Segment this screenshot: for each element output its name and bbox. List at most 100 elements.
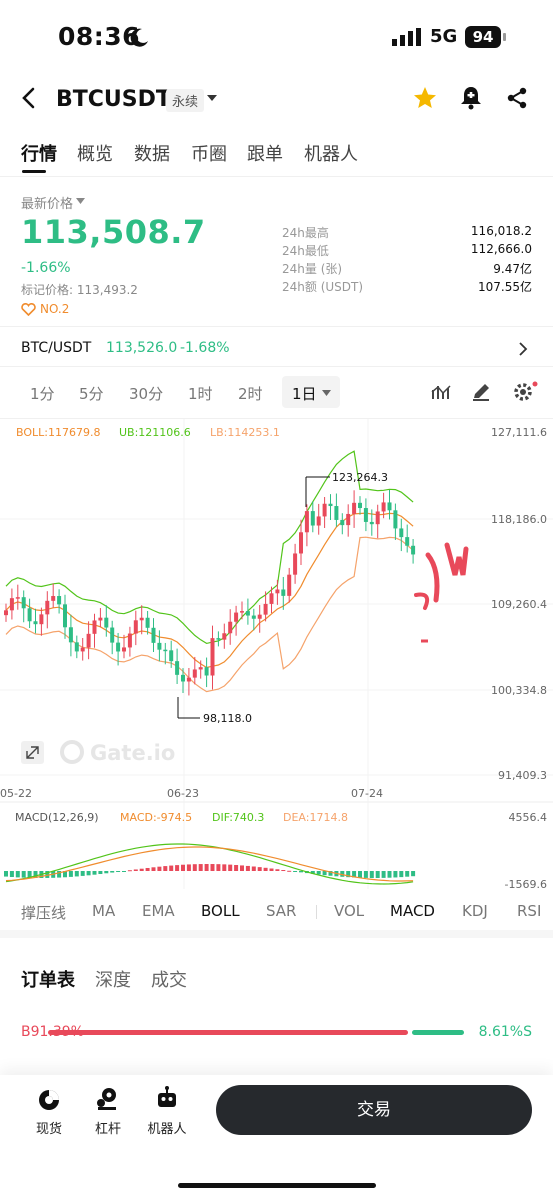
macd-histogram-bar bbox=[322, 871, 327, 876]
leverage-icon[interactable] bbox=[95, 1086, 121, 1112]
settings-gear-icon[interactable] bbox=[512, 380, 538, 404]
network-type: 5G bbox=[430, 26, 458, 47]
macd-legend-title: MACD(12,26,9) bbox=[15, 811, 99, 824]
star-icon[interactable] bbox=[412, 85, 438, 111]
chevron-right-icon[interactable] bbox=[517, 341, 529, 357]
nav-bots[interactable]: 机器人 bbox=[147, 1122, 187, 1137]
handwritten-scribble bbox=[425, 552, 440, 603]
price-type-dropdown-icon[interactable] bbox=[76, 198, 85, 205]
spot-pair[interactable]: BTC/USDT bbox=[21, 340, 92, 356]
spot-change[interactable]: -1.68% bbox=[180, 340, 230, 356]
tab-community[interactable]: 币圈 bbox=[191, 144, 227, 165]
indicator-boll[interactable]: BOLL bbox=[201, 902, 240, 920]
tab-overview[interactable]: 概览 bbox=[77, 144, 113, 165]
watermark-logo-icon bbox=[60, 740, 84, 764]
tab-copy-trading[interactable]: 跟单 bbox=[247, 144, 283, 165]
macd-histogram-bar bbox=[251, 866, 256, 871]
candle-body bbox=[287, 574, 292, 596]
price-chart[interactable]: BOLL:117679.8 UB:121106.6 LB:114253.1 12… bbox=[0, 419, 553, 894]
last-price: 113,508.7 bbox=[21, 213, 206, 251]
draw-pencil-icon[interactable] bbox=[471, 382, 491, 402]
timeframe-2h[interactable]: 2时 bbox=[238, 385, 263, 403]
timeframe-1d[interactable]: 1日 bbox=[292, 385, 317, 403]
macd-histogram-bar bbox=[316, 871, 321, 875]
stat-value: 116,018.2 bbox=[470, 224, 532, 238]
macd-histogram-bar bbox=[181, 864, 185, 871]
timeframe-1h[interactable]: 1时 bbox=[188, 385, 213, 403]
candle-body bbox=[358, 502, 362, 509]
indicator-sar[interactable]: SAR bbox=[266, 902, 297, 920]
spot-price[interactable]: 113,526.0 bbox=[106, 340, 178, 356]
macd-histogram-bar bbox=[198, 864, 203, 871]
indicator-ema[interactable]: EMA bbox=[142, 902, 175, 920]
pair-title[interactable]: BTCUSDT bbox=[56, 87, 171, 112]
back-icon[interactable] bbox=[18, 86, 40, 110]
trade-button[interactable]: 交易 bbox=[216, 1085, 532, 1135]
macd-histogram-bar bbox=[21, 871, 26, 878]
indicator-macd[interactable]: MACD bbox=[390, 902, 435, 920]
nav-spot[interactable]: 现货 bbox=[35, 1122, 62, 1137]
macd-histogram-bar bbox=[263, 867, 268, 871]
mark-price: 标记价格: 113,493.2 bbox=[21, 283, 138, 297]
candle-body bbox=[228, 621, 233, 634]
timeframe-1m[interactable]: 1分 bbox=[30, 385, 55, 403]
candle-body bbox=[198, 667, 203, 670]
indicator-kdj[interactable]: KDJ bbox=[462, 902, 488, 920]
macd-histogram-bar bbox=[369, 871, 374, 878]
handwritten-scribble bbox=[444, 542, 469, 576]
contract-type-badge[interactable]: 永续 bbox=[166, 89, 205, 112]
indicator-icon[interactable] bbox=[431, 382, 451, 402]
date-label: 05-22 bbox=[0, 787, 32, 800]
candle-body bbox=[163, 649, 168, 652]
robot-icon[interactable] bbox=[155, 1086, 179, 1110]
macd-histogram-bar bbox=[9, 871, 14, 878]
candle-body bbox=[181, 674, 185, 682]
price-axis-label: 127,111.6 bbox=[491, 426, 547, 439]
rank-badge[interactable]: NO.2 bbox=[40, 302, 70, 316]
price-axis-label: 100,334.8 bbox=[491, 684, 547, 697]
timeframe-30m[interactable]: 30分 bbox=[129, 385, 164, 403]
candle-body bbox=[316, 516, 321, 526]
macd-histogram-bar bbox=[393, 871, 398, 878]
indicator-rsi[interactable]: RSI bbox=[517, 902, 542, 920]
dropdown-icon[interactable] bbox=[206, 93, 218, 103]
tab-data[interactable]: 数据 bbox=[134, 144, 170, 165]
spot-icon[interactable] bbox=[37, 1088, 61, 1112]
date-label: 07-24 bbox=[351, 787, 383, 800]
tab-depth[interactable]: 深度 bbox=[95, 970, 131, 991]
macd-histogram-bar bbox=[98, 871, 103, 875]
candle-body bbox=[110, 627, 115, 643]
boll-legend: BOLL:117679.8 bbox=[16, 426, 100, 439]
macd-histogram-bar bbox=[363, 871, 368, 878]
candle-body bbox=[299, 532, 303, 554]
macd-histogram-bar bbox=[310, 871, 315, 874]
candle-body bbox=[175, 661, 180, 675]
indicator-separator bbox=[316, 905, 317, 919]
macd-histogram-bar bbox=[133, 869, 138, 871]
nav-leverage[interactable]: 杠杆 bbox=[94, 1122, 121, 1137]
lb-legend: LB:114253.1 bbox=[210, 426, 280, 439]
indicator-vol[interactable]: VOL bbox=[334, 902, 365, 920]
candle-body bbox=[222, 633, 227, 640]
timeframe-dropdown-icon[interactable] bbox=[322, 390, 331, 397]
indicator-ma[interactable]: MA bbox=[92, 902, 116, 920]
macd-histogram-bar bbox=[192, 864, 197, 871]
sell-ratio-bar bbox=[412, 1030, 464, 1035]
tab-trades[interactable]: 成交 bbox=[151, 970, 187, 991]
tab-market[interactable]: 行情 bbox=[21, 144, 57, 165]
share-icon[interactable] bbox=[505, 86, 529, 110]
macd-histogram-bar bbox=[275, 869, 280, 871]
tab-orderbook[interactable]: 订单表 bbox=[21, 970, 75, 991]
tab-bots[interactable]: 机器人 bbox=[304, 144, 358, 165]
latest-price-label[interactable]: 最新价格 bbox=[21, 197, 74, 212]
macd-histogram-bar bbox=[68, 871, 73, 877]
candle-body bbox=[63, 604, 67, 628]
timeframe-5m[interactable]: 5分 bbox=[79, 385, 104, 403]
alert-bell-icon[interactable] bbox=[459, 85, 483, 111]
indicator-support-resistance[interactable]: 撑压线 bbox=[21, 904, 67, 922]
macd-histogram-bar bbox=[15, 871, 20, 878]
fullscreen-arrow-icon bbox=[26, 746, 39, 759]
price-axis-label: 91,409.3 bbox=[498, 769, 547, 782]
candle-body bbox=[263, 603, 268, 615]
battery-level: 94 bbox=[465, 26, 501, 48]
